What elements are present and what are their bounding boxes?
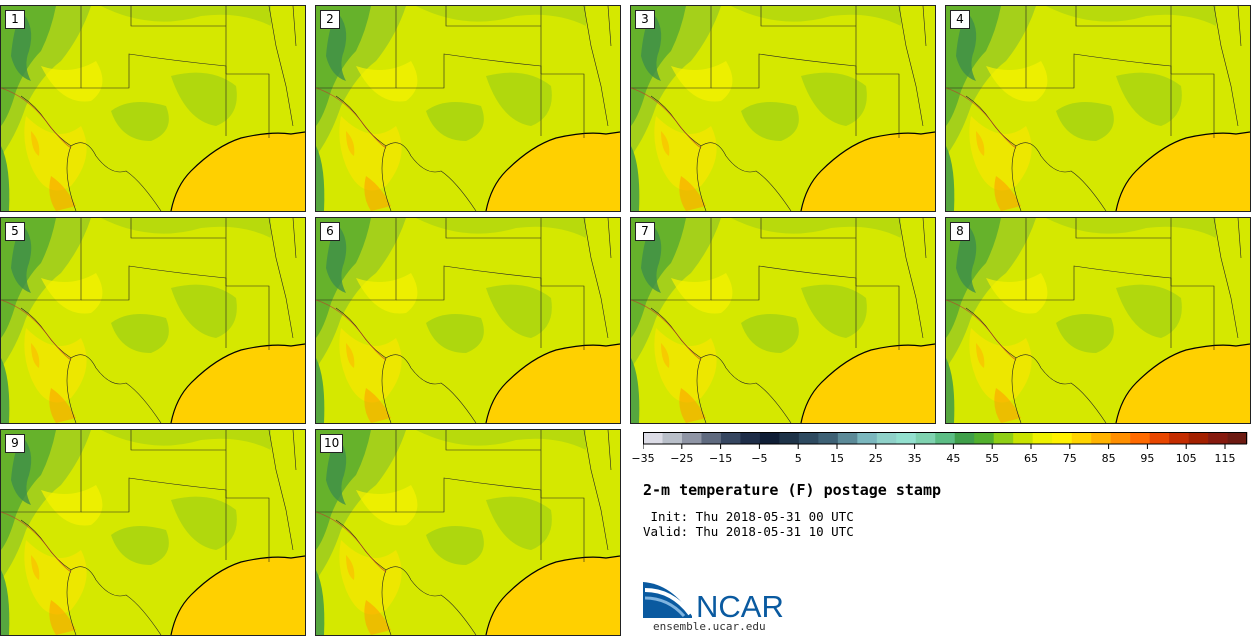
colorbar-swatch — [1071, 432, 1092, 444]
colorbar-swatch — [740, 432, 761, 444]
map-panel-3[interactable]: 3 — [630, 5, 936, 212]
colorbar-swatch — [1169, 432, 1189, 444]
colorbar-tick-label: 15 — [830, 452, 844, 465]
colorbar-swatch — [701, 432, 722, 444]
colorbar-swatch — [759, 432, 780, 444]
colorbar-swatch — [662, 432, 683, 444]
colorbar-swatch — [1091, 432, 1111, 444]
map-panel-6[interactable]: 6 — [315, 217, 621, 424]
panel-number-8: 8 — [950, 222, 970, 241]
colorbar-swatch — [1188, 432, 1209, 444]
panel-number-9: 9 — [5, 434, 25, 453]
colorbar-tick-label: 25 — [868, 452, 883, 465]
colorbar-tick-label: −15 — [708, 452, 733, 465]
map-panel-4[interactable]: 4 — [945, 5, 1251, 212]
colorbar-tick-label: −25 — [670, 452, 694, 465]
logo-url[interactable]: ensemble.ucar.edu — [653, 620, 766, 633]
colorbar-tick-label: 105 — [1175, 452, 1197, 465]
colorbar-swatch — [857, 432, 878, 444]
map-panel-1[interactable]: 1 — [0, 5, 306, 212]
colorbar-swatch — [1052, 432, 1072, 444]
colorbar-swatch — [935, 432, 956, 444]
colorbar-tick-label: 35 — [907, 452, 922, 465]
panel-number-6: 6 — [320, 222, 340, 241]
colorbar-swatch — [1149, 432, 1170, 444]
valid-time: Valid: Thu 2018-05-31 10 UTC — [643, 524, 854, 539]
colorbar-swatch — [1227, 432, 1248, 444]
colorbar-frame — [643, 432, 1247, 445]
colorbar-tick-label: −5 — [751, 452, 768, 465]
ncar-logo[interactable]: NCAR — [642, 578, 802, 622]
map-panel-8[interactable]: 8 — [945, 217, 1251, 424]
colorbar-swatch — [798, 432, 819, 444]
colorbar-swatch — [837, 432, 858, 444]
colorbar-swatch — [993, 432, 1014, 444]
colorbar-tick-label: 65 — [1024, 452, 1038, 465]
temperature-colorbar — [643, 432, 1248, 449]
colorbar-tick-label: 115 — [1214, 452, 1236, 465]
colorbar-swatch — [1208, 432, 1228, 444]
chart-title: 2-m temperature (F) postage stamp — [643, 481, 942, 499]
colorbar-swatch — [954, 432, 975, 444]
colorbar-tick-label: 85 — [1101, 452, 1116, 465]
panel-number-5: 5 — [5, 222, 25, 241]
panel-number-7: 7 — [635, 222, 655, 241]
colorbar-tick-label: 5 — [794, 452, 802, 465]
colorbar-swatch — [1130, 432, 1150, 444]
map-panel-5[interactable]: 5 — [0, 217, 306, 424]
map-panel-7[interactable]: 7 — [630, 217, 936, 424]
init-time: Init: Thu 2018-05-31 00 UTC — [643, 509, 854, 524]
colorbar-swatch — [681, 432, 702, 444]
panel-number-3: 3 — [635, 10, 655, 29]
colorbar-swatch — [818, 432, 839, 444]
colorbar-swatch — [643, 432, 663, 444]
colorbar-swatch — [720, 432, 741, 444]
colorbar-swatch — [1013, 432, 1033, 444]
panel-number-4: 4 — [950, 10, 970, 29]
panel-number-10: 10 — [320, 434, 344, 453]
colorbar-tick-label: 55 — [985, 452, 1000, 465]
colorbar-tick-label: 45 — [946, 452, 961, 465]
colorbar-swatch — [974, 432, 995, 444]
colorbar-tick-label: −35 — [631, 452, 655, 465]
map-panel-9[interactable]: 9 — [0, 429, 306, 636]
colorbar-swatch — [915, 432, 936, 444]
map-panel-10[interactable]: 10 — [315, 429, 621, 636]
map-panel-2[interactable]: 2 — [315, 5, 621, 212]
ncar-logo-text: NCAR — [696, 589, 784, 622]
colorbar-tick-label: 75 — [1062, 452, 1077, 465]
colorbar-swatch — [876, 432, 897, 444]
panel-number-2: 2 — [320, 10, 340, 29]
colorbar-swatch — [1110, 432, 1131, 444]
colorbar-tick-label: 95 — [1140, 452, 1155, 465]
colorbar-swatch — [1032, 432, 1053, 444]
panel-number-1: 1 — [5, 10, 25, 29]
colorbar-swatch — [779, 432, 800, 444]
colorbar-swatch — [896, 432, 917, 444]
